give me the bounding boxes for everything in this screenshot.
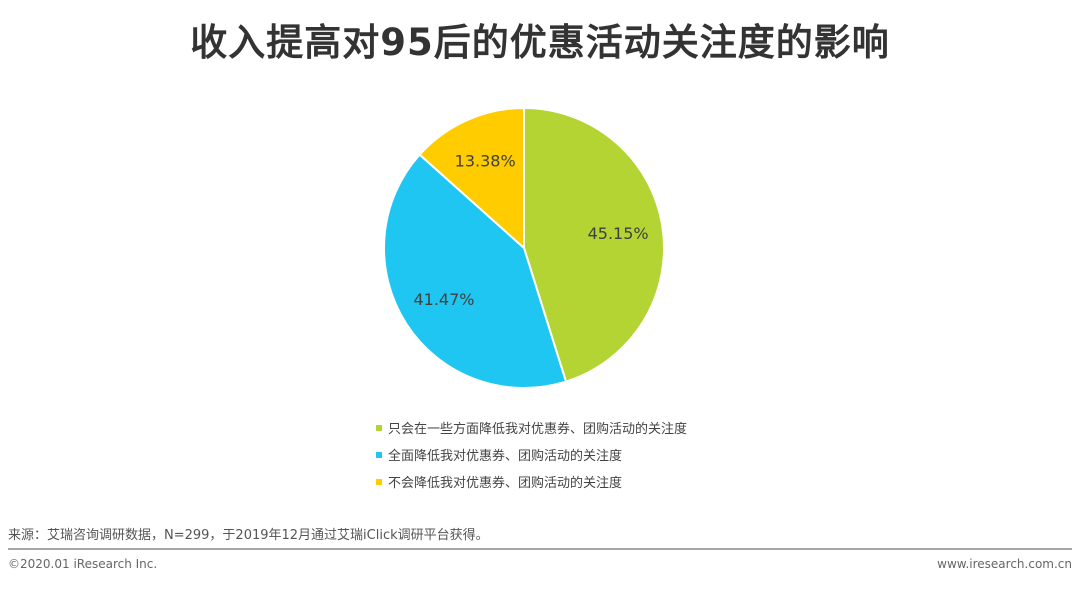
source-note: 来源：艾瑞咨询调研数据，N=299，于2019年12月通过艾瑞iClick调研平…	[8, 528, 489, 543]
legend-item: 全面降低我对优惠券、团购活动的关注度	[376, 441, 687, 468]
slice-label-0: 45.15%	[588, 224, 649, 243]
legend-label: 只会在一些方面降低我对优惠券、团购活动的关注度	[388, 422, 688, 437]
footer-divider	[8, 548, 1072, 550]
legend-swatch-icon	[376, 451, 382, 458]
legend-swatch-icon	[376, 424, 382, 431]
slice-label-2: 13.38%	[455, 152, 516, 171]
legend-label: 不会降低我对优惠券、团购活动的关注度	[388, 476, 623, 491]
page-title: 收入提高对95后的优惠活动关注度的影响	[190, 21, 890, 64]
copyright-text: ©2020.01 iResearch Inc.	[8, 557, 158, 571]
slice-label-1: 41.47%	[413, 290, 474, 309]
website-link[interactable]: www.iresearch.com.cn	[937, 557, 1072, 571]
pie-slice-2	[418, 106, 525, 251]
legend-item: 只会在一些方面降低我对优惠券、团购活动的关注度	[376, 414, 687, 441]
legend-item: 不会降低我对优惠券、团购活动的关注度	[376, 468, 687, 495]
chart-legend: 只会在一些方面降低我对优惠券、团购活动的关注度 全面降低我对优惠券、团购活动的关…	[376, 414, 687, 495]
pie-slice-0	[523, 106, 665, 383]
legend-label: 全面降低我对优惠券、团购活动的关注度	[388, 449, 623, 464]
pie-slice-1	[383, 153, 568, 389]
legend-swatch-icon	[376, 478, 382, 485]
